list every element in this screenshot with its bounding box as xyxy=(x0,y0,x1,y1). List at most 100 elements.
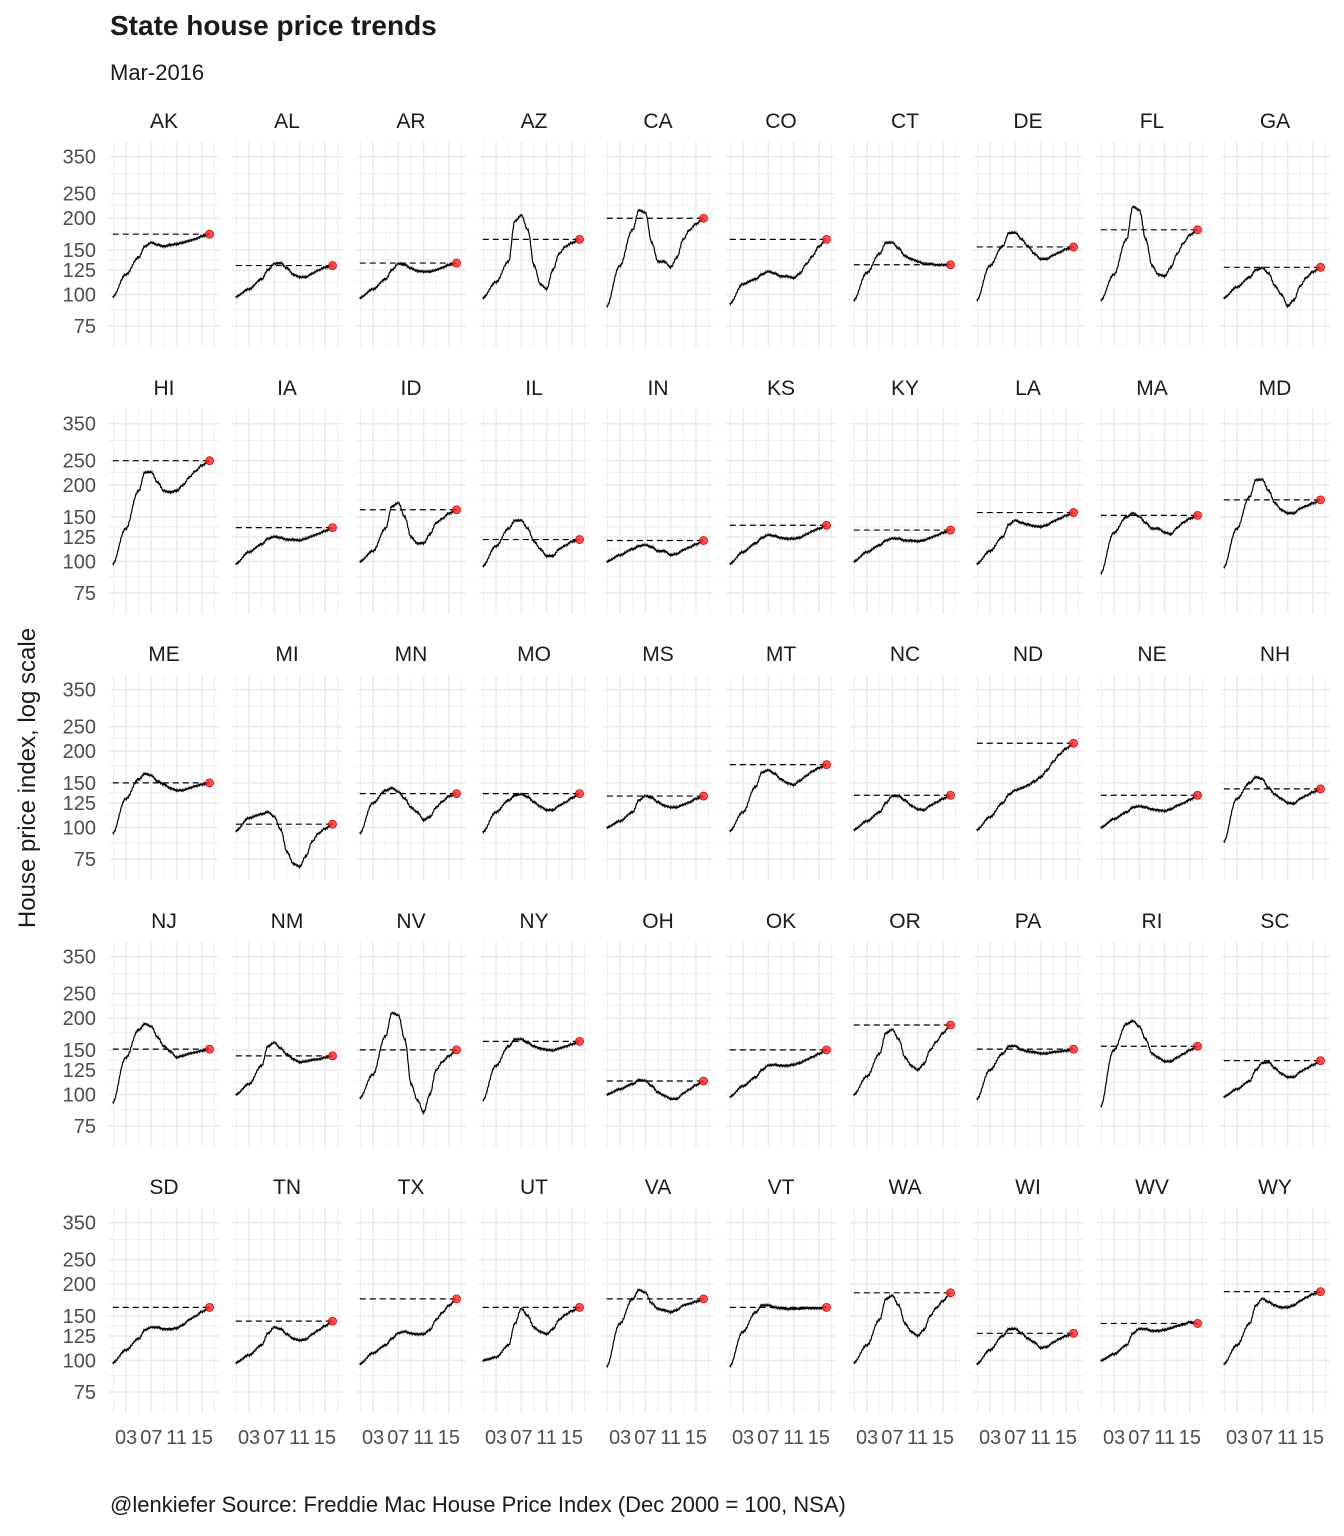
facet-label-pa: PA xyxy=(1015,910,1041,933)
series-line-mt xyxy=(729,762,827,833)
latest-point-ut xyxy=(575,1302,584,1312)
facet-label-ut: UT xyxy=(520,1176,548,1199)
x-tick-label: 15 xyxy=(685,1427,707,1449)
facet-label-nc: NC xyxy=(890,643,920,666)
facet-label-ky: KY xyxy=(891,377,919,400)
y-tick-label: 350 xyxy=(63,414,96,436)
series-line-nj xyxy=(112,1021,210,1105)
latest-point-hi xyxy=(205,456,214,466)
x-tick-label: 03 xyxy=(485,1427,507,1449)
facet-label-wi: WI xyxy=(1015,1176,1041,1199)
latest-point-ga xyxy=(1316,262,1325,272)
x-tick-label: 07 xyxy=(1004,1427,1026,1449)
facet-label-tn: TN xyxy=(273,1176,301,1199)
x-tick-label: 15 xyxy=(561,1427,583,1449)
latest-point-va xyxy=(699,1294,708,1304)
series-line-sc xyxy=(1223,1058,1321,1099)
facet-label-ny: NY xyxy=(519,910,548,933)
x-tick-label: 15 xyxy=(1302,1427,1324,1449)
latest-point-pa xyxy=(1069,1044,1078,1054)
series-line-ok xyxy=(729,1047,827,1099)
latest-point-ak xyxy=(205,229,214,239)
latest-point-al xyxy=(328,261,337,270)
facet-label-wv: WV xyxy=(1135,1176,1169,1199)
facet-label-ca: CA xyxy=(643,110,672,133)
series-line-co xyxy=(729,237,827,306)
y-tick-label: 75 xyxy=(74,1382,96,1404)
x-tick-label: 11 xyxy=(1154,1427,1175,1449)
series-line-me xyxy=(112,771,210,835)
latest-point-id xyxy=(452,505,461,515)
x-tick-label: 15 xyxy=(438,1427,460,1449)
facet-label-nh: NH xyxy=(1260,643,1290,666)
x-tick-label: 07 xyxy=(757,1427,779,1449)
series-line-oh xyxy=(606,1077,704,1102)
facet-label-ct: CT xyxy=(891,110,919,133)
x-tick-label: 07 xyxy=(1251,1427,1273,1449)
x-tick-label: 15 xyxy=(1179,1427,1201,1449)
x-tick-label: 11 xyxy=(907,1427,928,1449)
x-tick-label: 15 xyxy=(1055,1427,1077,1449)
y-tick-label: 150 xyxy=(63,240,96,262)
x-tick-label: 07 xyxy=(387,1427,409,1449)
latest-point-wv xyxy=(1193,1319,1202,1328)
facet-label-in: IN xyxy=(648,377,669,400)
series-line-nh xyxy=(1223,774,1321,844)
facet-label-mt: MT xyxy=(766,643,796,666)
latest-point-az xyxy=(575,234,584,244)
series-line-wv xyxy=(1100,1320,1198,1363)
y-tick-label: 100 xyxy=(63,817,96,839)
series-line-ct xyxy=(853,240,951,303)
facet-label-de: DE xyxy=(1013,110,1042,133)
latest-point-la xyxy=(1069,508,1078,517)
facet-label-mo: MO xyxy=(517,643,551,666)
facet-label-tx: TX xyxy=(398,1176,425,1199)
y-tick-label: 200 xyxy=(63,475,96,497)
x-tick-label: 15 xyxy=(808,1427,830,1449)
latest-point-sd xyxy=(205,1302,214,1312)
chart-title: State house price trends xyxy=(110,10,437,41)
latest-point-ne xyxy=(1193,790,1202,800)
latest-point-ar xyxy=(452,258,461,268)
series-line-ms xyxy=(606,793,704,830)
latest-point-ia xyxy=(328,523,337,533)
latest-point-wy xyxy=(1316,1287,1325,1297)
series-line-id xyxy=(359,501,457,564)
y-tick-label: 200 xyxy=(63,1274,96,1296)
facet-label-co: CO xyxy=(765,110,797,133)
y-tick-label: 350 xyxy=(63,1213,96,1235)
facet-label-ms: MS xyxy=(642,643,674,666)
y-tick-label: 125 xyxy=(63,260,96,282)
latest-point-or xyxy=(946,1020,955,1030)
facet-label-ma: MA xyxy=(1136,377,1168,400)
facet-label-ne: NE xyxy=(1137,643,1166,666)
x-tick-label: 11 xyxy=(536,1427,557,1449)
latest-point-nc xyxy=(946,790,955,800)
y-tick-label: 125 xyxy=(63,793,96,815)
y-tick-label: 250 xyxy=(63,717,96,739)
latest-point-ct xyxy=(946,260,955,270)
latest-point-wi xyxy=(1069,1328,1078,1338)
facet-label-wy: WY xyxy=(1258,1176,1292,1199)
y-tick-label: 350 xyxy=(63,680,96,702)
y-tick-label: 75 xyxy=(74,316,96,338)
latest-point-oh xyxy=(699,1076,708,1086)
latest-point-nh xyxy=(1316,784,1325,794)
y-tick-label: 150 xyxy=(63,773,96,795)
facet-label-id: ID xyxy=(401,377,422,400)
y-tick-label: 100 xyxy=(63,1350,96,1372)
latest-point-wa xyxy=(946,1288,955,1298)
latest-point-nj xyxy=(205,1044,214,1054)
series-line-mo xyxy=(482,791,580,834)
latest-point-il xyxy=(575,535,584,544)
x-tick-label: 03 xyxy=(238,1427,260,1449)
series-line-ia xyxy=(235,525,333,566)
facet-label-il: IL xyxy=(525,377,543,400)
facet-label-al: AL xyxy=(274,110,300,133)
x-tick-label: 11 xyxy=(413,1427,434,1449)
facet-label-ri: RI xyxy=(1142,910,1163,933)
series-line-al xyxy=(235,260,333,299)
series-line-vt xyxy=(729,1302,827,1368)
latest-point-ky xyxy=(946,525,955,535)
y-tick-label: 150 xyxy=(63,1040,96,1062)
